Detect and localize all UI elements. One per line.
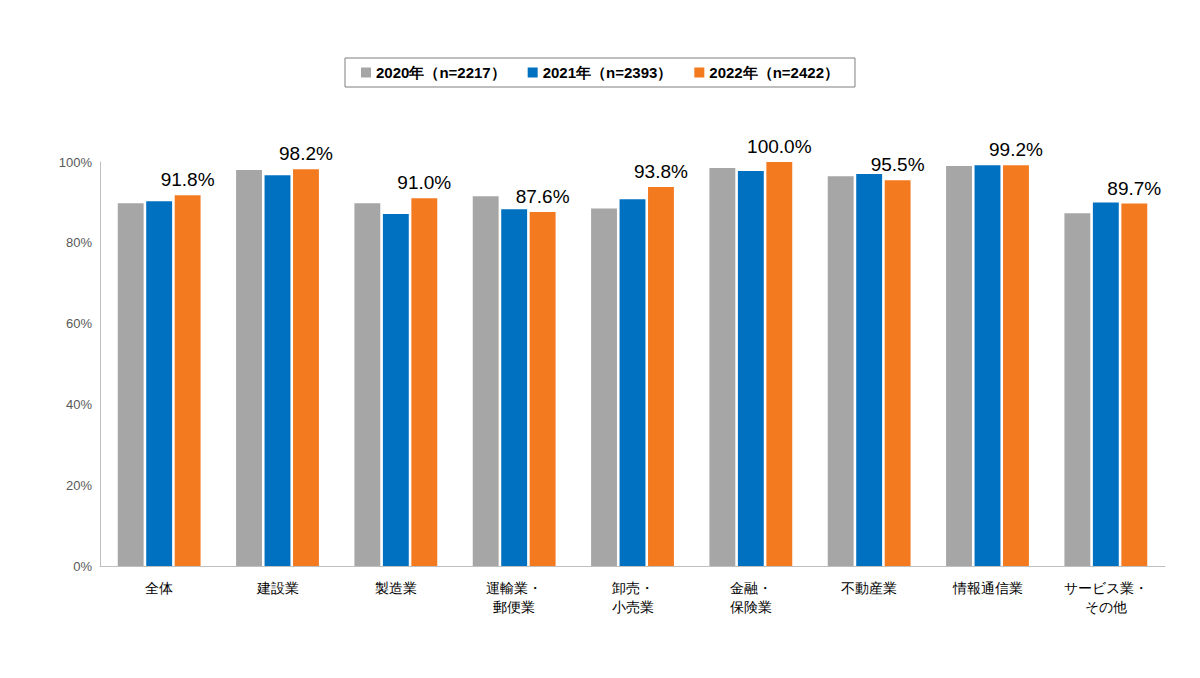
svg-text:95.5%: 95.5% (871, 154, 925, 175)
svg-text:郵便業: 郵便業 (493, 599, 535, 615)
svg-text:100%: 100% (59, 155, 93, 170)
svg-text:建設業: 建設業 (256, 580, 299, 596)
svg-text:金融・: 金融・ (730, 580, 772, 596)
svg-text:製造業: 製造業 (375, 580, 417, 596)
svg-text:全体: 全体 (145, 580, 173, 596)
svg-text:保険業: 保険業 (730, 599, 772, 615)
svg-text:91.0%: 91.0% (397, 172, 451, 193)
svg-text:2021年（n=2393）: 2021年（n=2393） (543, 64, 673, 81)
svg-text:小売業: 小売業 (612, 599, 654, 615)
svg-text:89.7%: 89.7% (1107, 178, 1161, 199)
svg-text:98.2%: 98.2% (279, 143, 333, 164)
svg-text:80%: 80% (66, 235, 92, 250)
svg-text:91.8%: 91.8% (161, 169, 215, 190)
svg-text:その他: その他 (1085, 599, 1127, 615)
svg-text:60%: 60% (66, 316, 92, 331)
svg-text:100.0%: 100.0% (747, 136, 812, 157)
svg-text:サービス業・: サービス業・ (1064, 580, 1148, 596)
svg-text:93.8%: 93.8% (634, 161, 688, 182)
svg-text:卸売・: 卸売・ (612, 580, 654, 596)
svg-text:2020年（n=2217）: 2020年（n=2217） (376, 64, 506, 81)
svg-text:運輸業・: 運輸業・ (486, 580, 542, 596)
svg-text:40%: 40% (66, 397, 92, 412)
svg-text:2022年（n=2422）: 2022年（n=2422） (709, 64, 839, 81)
svg-text:0%: 0% (73, 559, 92, 574)
svg-text:20%: 20% (66, 478, 92, 493)
svg-text:87.6%: 87.6% (516, 186, 570, 207)
svg-text:不動産業: 不動産業 (841, 580, 897, 596)
svg-text:情報通信業: 情報通信業 (952, 580, 1023, 596)
svg-text:99.2%: 99.2% (989, 139, 1043, 160)
